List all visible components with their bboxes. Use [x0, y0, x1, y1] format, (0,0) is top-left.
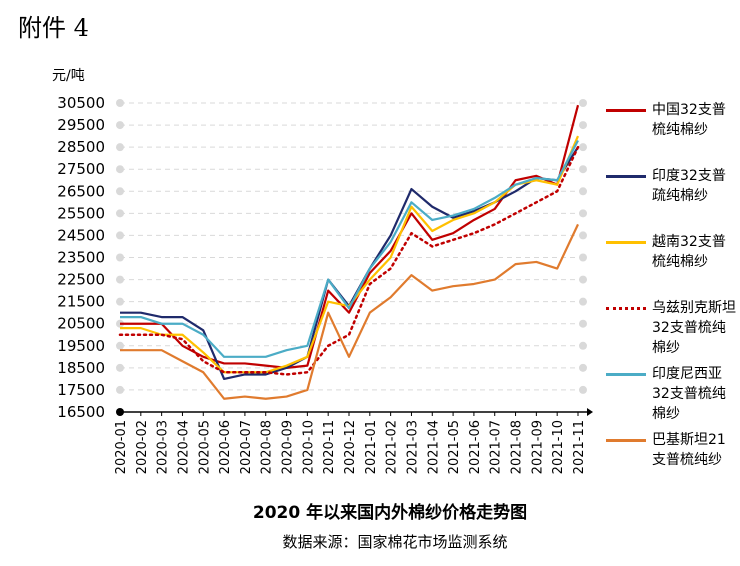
- y-tick-label: 22500: [57, 271, 105, 289]
- x-tick-label: 2020-05: [197, 420, 212, 474]
- y-tick-label: 23500: [57, 249, 105, 267]
- grid-end: [579, 99, 587, 107]
- y-tick-label: 21500: [57, 293, 105, 311]
- y-tick-label: 30500: [57, 94, 105, 112]
- x-tick-label: 2021-11: [572, 420, 587, 474]
- series-line: [120, 140, 579, 358]
- grid-end: [579, 363, 587, 372]
- x-tick-label: 2021-06: [468, 420, 483, 474]
- y-tick-label: 24500: [57, 226, 105, 244]
- legend-swatch: [606, 175, 646, 178]
- y-tick-label: 28500: [57, 138, 105, 156]
- x-axis-arrow: [587, 408, 593, 416]
- y-tick-label: 20500: [57, 315, 105, 333]
- legend-swatch: [606, 439, 646, 442]
- x-tick-label: 2021-04: [426, 420, 441, 474]
- grid-end: [116, 231, 124, 240]
- legend-item: 乌兹别克斯坦32支普梳纯棉纱: [606, 298, 736, 364]
- x-tick-label: 2020-11: [322, 420, 337, 474]
- grid-end: [116, 121, 124, 130]
- series-line: [118, 145, 580, 376]
- x-tick-label: 2020-02: [135, 420, 150, 474]
- grid-end: [116, 363, 124, 372]
- y-tick-label: 19500: [57, 337, 105, 355]
- header: 附件 4: [18, 14, 89, 42]
- x-tick-label: 2020-12: [343, 420, 358, 474]
- grid-end: [579, 209, 587, 218]
- grid-end: [579, 275, 587, 284]
- legend-label: 印度32支普疏纯棉纱: [652, 168, 726, 204]
- grid-end: [579, 187, 587, 196]
- x-tick-label: 2021-03: [405, 420, 420, 474]
- grid-end: [579, 165, 587, 174]
- y-tick-label: 17500: [57, 381, 105, 399]
- x-tick-label: 2021-09: [530, 420, 545, 474]
- grid-end: [579, 297, 587, 306]
- y-tick-label: 18500: [57, 359, 105, 377]
- x-tick-label: 2020-08: [260, 420, 275, 474]
- series-line: [120, 146, 579, 380]
- grid-end: [116, 187, 124, 196]
- grid-end: [579, 385, 587, 394]
- x-tick-label: 2021-10: [551, 420, 566, 474]
- y-tick-label: 16500: [57, 403, 105, 421]
- grid-end: [116, 143, 124, 152]
- x-tick-label: 2020-01: [114, 420, 129, 474]
- grid-end: [116, 385, 124, 394]
- y-axis-label: 元/吨: [52, 68, 85, 84]
- legend-swatch: [606, 373, 646, 376]
- x-tick-label: 2020-07: [239, 420, 254, 474]
- series-line: [120, 104, 580, 369]
- legend-label: 越南32支普梳纯棉纱: [652, 234, 726, 270]
- grid-end: [116, 275, 124, 284]
- legend-swatch: [606, 307, 646, 310]
- chart-title: 2020 年以来国内外棉纱价格走势图: [253, 502, 527, 523]
- grid-end: [579, 143, 587, 152]
- legend-item: 印度32支普疏纯棉纱: [606, 166, 736, 232]
- grid-end: [579, 253, 587, 262]
- source: 数据来源：国家棉花市场监测系统: [282, 533, 507, 551]
- grid-end: [116, 209, 124, 218]
- grid-end: [116, 341, 124, 350]
- grid-end: [116, 297, 124, 306]
- legend-label: 乌兹别克斯坦32支普梳纯棉纱: [652, 300, 736, 356]
- y-tick-label: 26500: [57, 182, 105, 200]
- series-line: [120, 135, 580, 374]
- legend-item: 印度尼西亚32支普梳纯棉纱: [606, 364, 736, 430]
- legend-item: 越南32支普梳纯棉纱: [606, 232, 736, 298]
- grid-end: [579, 341, 587, 350]
- legend-item: 巴基斯坦21支普梳纯纱: [606, 430, 736, 496]
- x-tick-label: 2020-04: [176, 420, 191, 474]
- y-tick-label: 27500: [57, 160, 105, 178]
- legend-item: 中国32支普梳纯棉纱: [606, 100, 736, 166]
- legend-swatch: [606, 241, 646, 244]
- legend-label: 印度尼西亚32支普梳纯棉纱: [652, 366, 726, 422]
- x-tick-label: 2021-07: [489, 420, 504, 474]
- x-tick-label: 2020-03: [156, 420, 171, 474]
- series-line: [120, 223, 579, 400]
- legend-swatch: [606, 109, 646, 112]
- x-tick-label: 2021-02: [385, 420, 400, 474]
- x-tick-label: 2020-10: [301, 420, 316, 474]
- y-tick-label: 25500: [57, 204, 105, 222]
- legend-label: 中国32支普梳纯棉纱: [652, 102, 726, 138]
- legend-label: 巴基斯坦21支普梳纯纱: [652, 432, 726, 468]
- x-tick-label: 2021-05: [447, 420, 462, 474]
- grid-end: [579, 231, 587, 240]
- x-tick-label: 2021-01: [364, 420, 379, 474]
- grid-end: [579, 121, 587, 130]
- x-tick-label: 2020-06: [218, 420, 233, 474]
- grid-end: [579, 319, 587, 328]
- legend: 中国32支普梳纯棉纱 印度32支普疏纯棉纱 越南32支普梳纯棉纱乌兹别克斯坦32支普…: [606, 100, 736, 496]
- grid-end: [116, 253, 124, 262]
- grid-end: [116, 99, 124, 107]
- y-tick-label: 29500: [57, 116, 105, 134]
- x-tick-label: 2020-09: [281, 420, 296, 474]
- x-tick-label: 2021-08: [510, 420, 525, 474]
- grid-end: [116, 165, 124, 174]
